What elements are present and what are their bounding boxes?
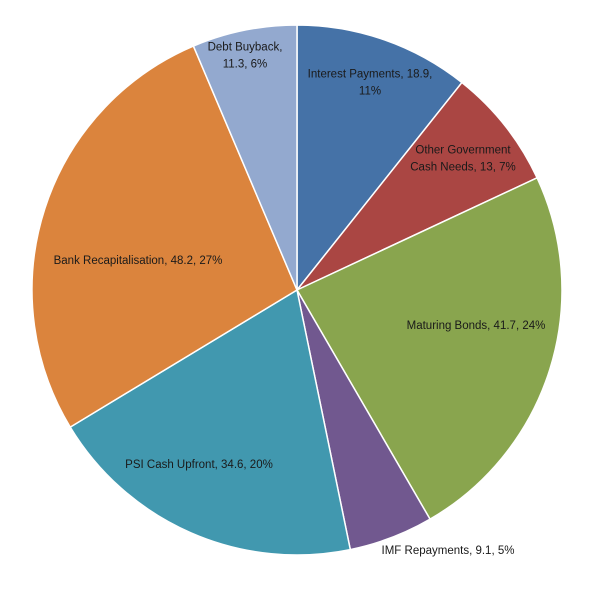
slice-label-other-government-cash-needs: Other Government Cash Needs, 13, 7% [410, 145, 515, 174]
slice-maturing-bonds[interactable] [295, 176, 563, 521]
slice-debt-buyback[interactable] [192, 24, 298, 291]
slice-label-line: Interest Payments, 18.9, [308, 69, 433, 81]
pie-slices [31, 24, 563, 556]
slice-label-maturing-bonds: Maturing Bonds, 41.7, 24% [407, 320, 546, 332]
slice-label-line: Bank Recapitalisation, 48.2, 27% [54, 255, 223, 267]
slice-other-government-cash-needs[interactable] [296, 81, 539, 291]
slice-label-line: Debt Buyback, [208, 42, 283, 54]
slice-label-line: PSI Cash Upfront, 34.6, 20% [125, 459, 273, 471]
slice-label-line: Maturing Bonds, 41.7, 24% [407, 320, 546, 332]
slice-psi-cash-upfront[interactable] [69, 288, 352, 556]
slice-label-line: IMF Repayments, 9.1, 5% [382, 545, 515, 557]
slice-label-imf-repayments: IMF Repayments, 9.1, 5% [382, 545, 515, 557]
slice-label-bank-recapitalisation: Bank Recapitalisation, 48.2, 27% [54, 255, 223, 267]
slice-label-line: Cash Needs, 13, 7% [410, 162, 515, 174]
slice-label-line: Other Government [415, 145, 511, 157]
slice-label-debt-buyback: Debt Buyback, 11.3, 6% [208, 42, 283, 71]
slice-interest-payments[interactable] [296, 24, 463, 293]
slice-label-psi-cash-upfront: PSI Cash Upfront, 34.6, 20% [125, 459, 273, 471]
slice-bank-recapitalisation[interactable] [31, 45, 298, 429]
slice-labels: Interest Payments, 18.9, 11% Other Governm… [54, 42, 546, 558]
slice-label-interest-payments: Interest Payments, 18.9, 11% [308, 69, 433, 98]
slice-label-line: 11% [359, 86, 381, 98]
slice-label-line: 11.3, 6% [223, 59, 268, 71]
